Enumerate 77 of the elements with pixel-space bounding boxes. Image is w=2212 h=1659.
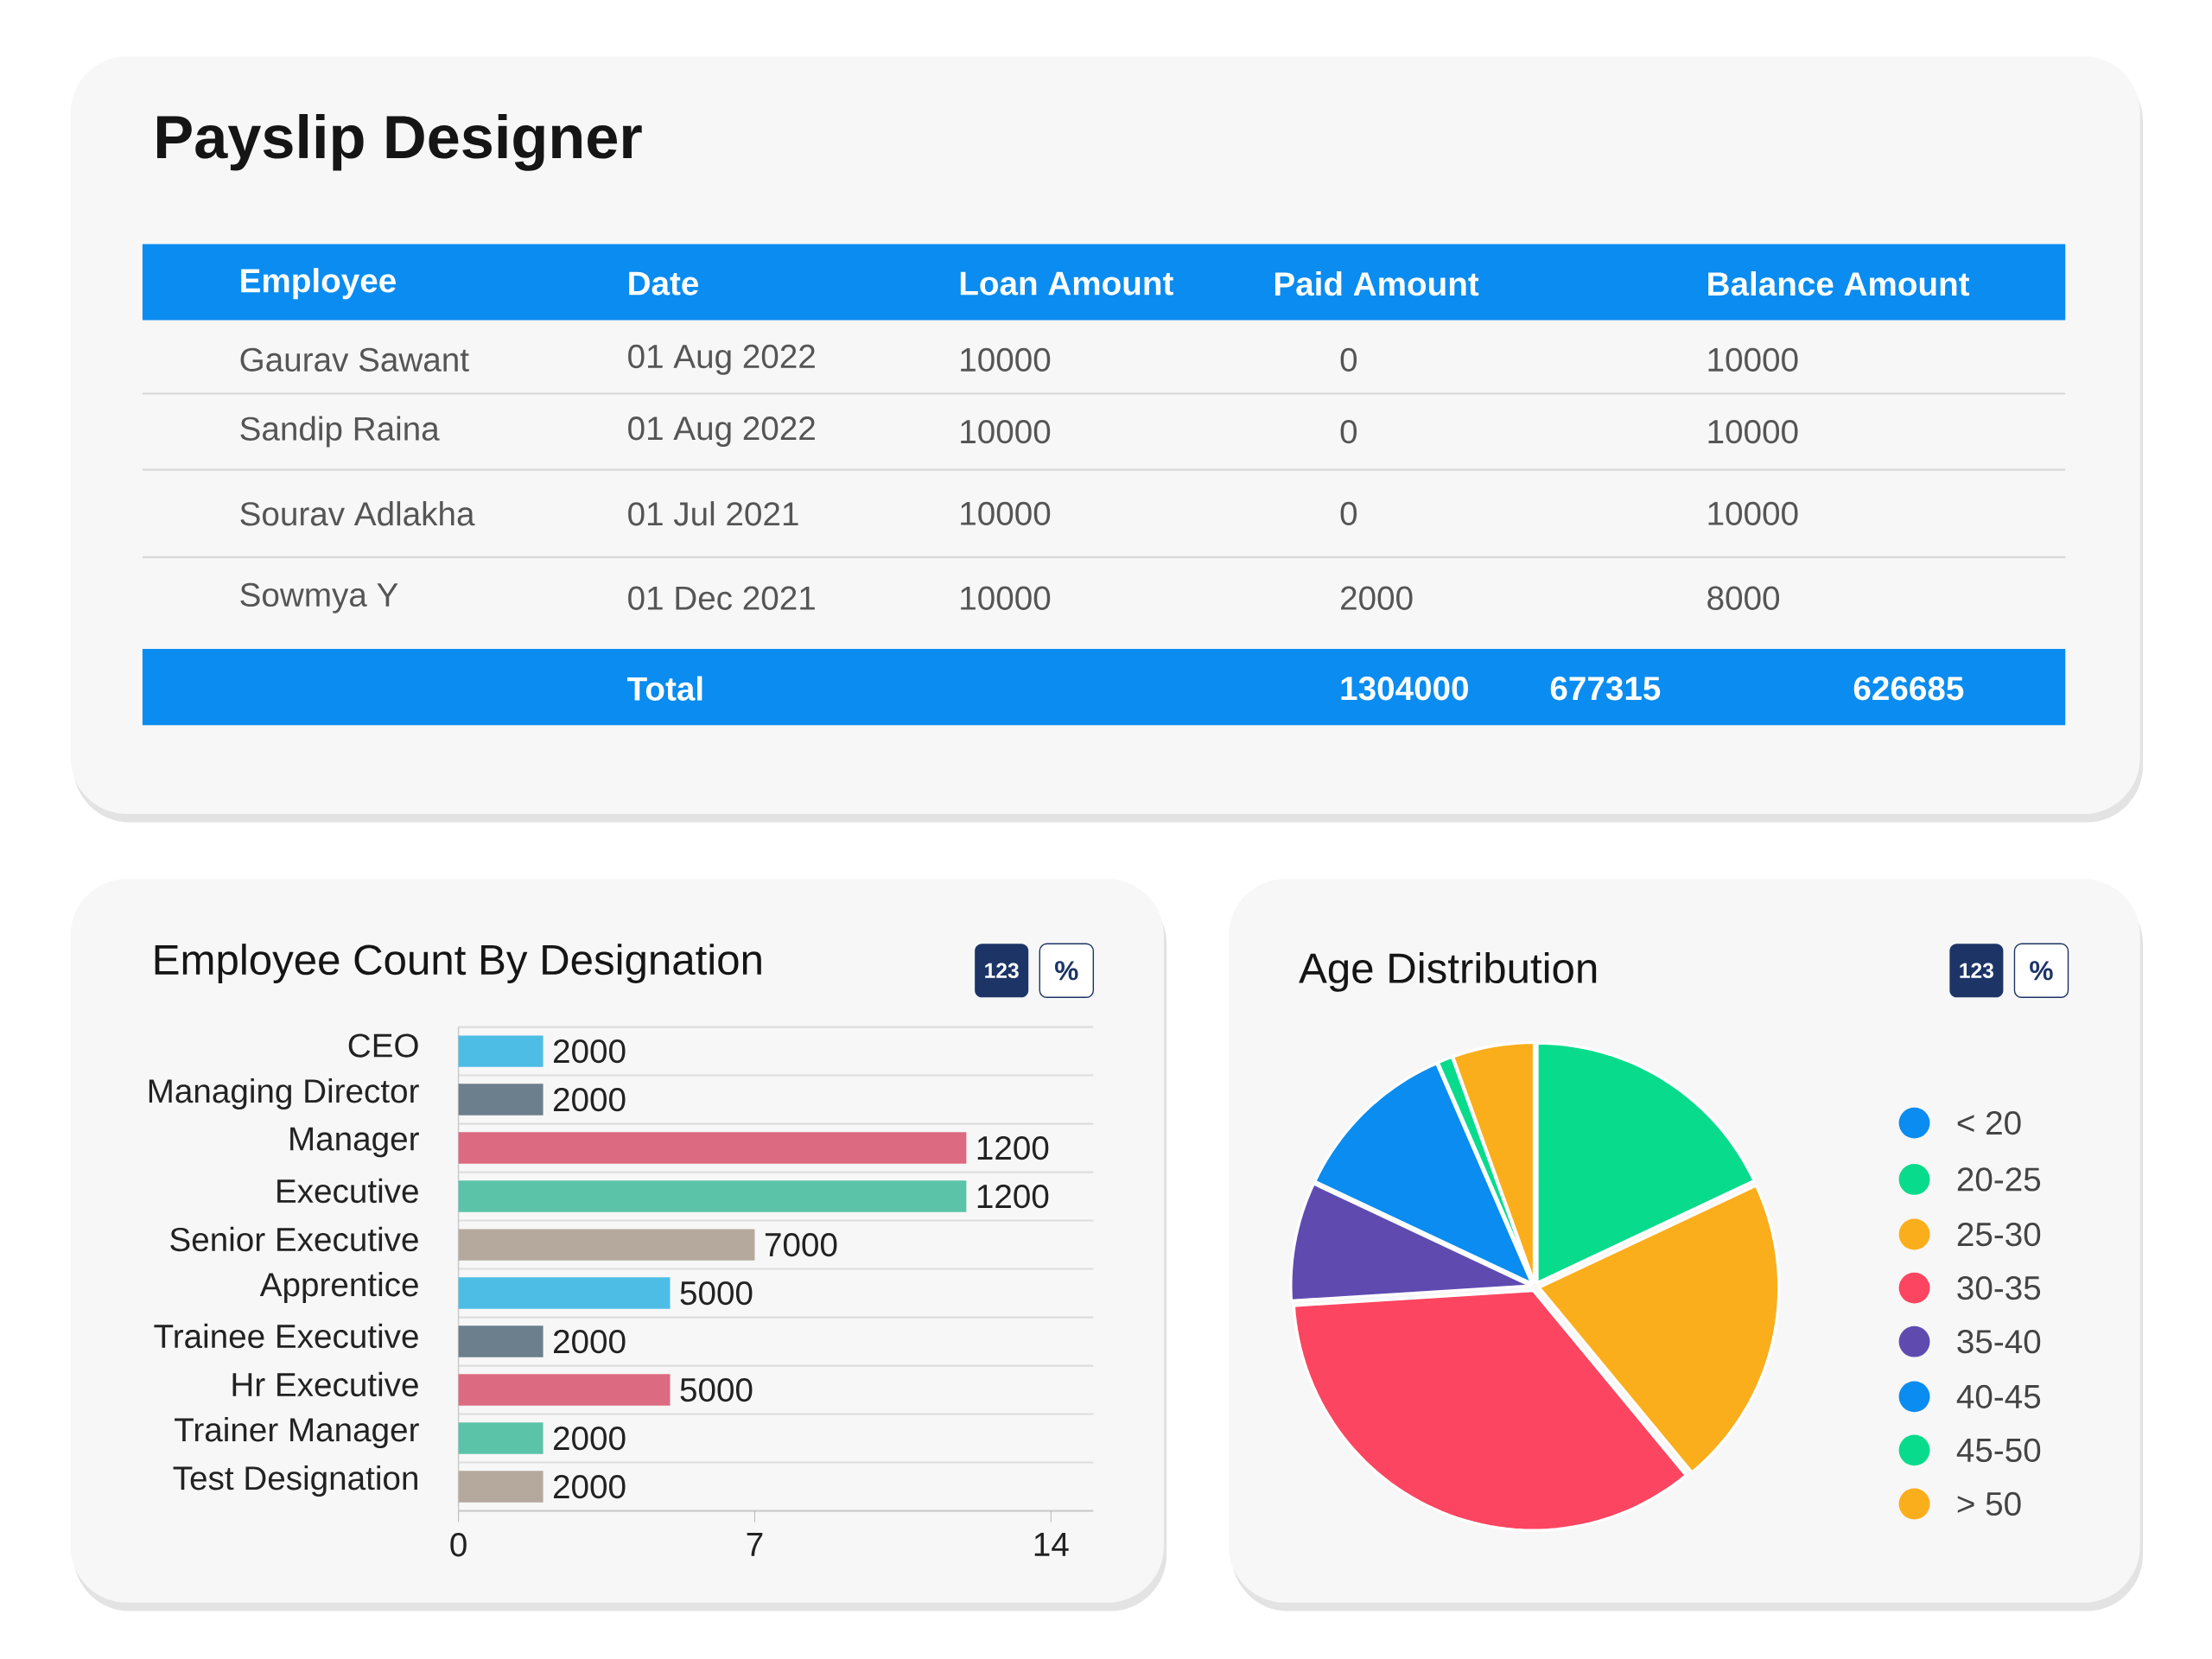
text: 01 Aug 2022: [628, 344, 815, 375]
category-label: Balance Amount: [1708, 270, 1970, 296]
bar: [458, 1374, 671, 1406]
annotation: 1200: [977, 1184, 1049, 1209]
text: 1304000: [1341, 677, 1468, 701]
text: 0: [1340, 347, 1357, 372]
annotation: 5000: [680, 1377, 753, 1402]
text: 123: [1960, 963, 1993, 978]
annotation: 2000: [554, 1474, 626, 1499]
bar: [458, 1132, 967, 1164]
bar: [458, 1180, 967, 1212]
text: Total: [627, 676, 702, 701]
text: Sowmya Y: [240, 582, 398, 613]
text: 01 Dec 2021: [628, 586, 815, 610]
text: 10000: [1708, 347, 1798, 372]
annotation: 2000: [554, 1426, 626, 1451]
legend-label: 20-25: [1957, 1167, 2041, 1192]
text: 10000: [961, 586, 1051, 610]
text: %: [2030, 961, 2053, 981]
chart-title: Employee Count By Designation: [155, 944, 761, 984]
annotation: 5000: [680, 1281, 753, 1306]
annotation: 2000: [554, 1329, 626, 1354]
y-tick-label: Apprentice: [259, 1272, 418, 1304]
annotation: 1200: [977, 1135, 1049, 1160]
legend-label: 25-30: [1957, 1222, 2041, 1247]
y-tick-label: Managing Director: [149, 1078, 419, 1110]
text: 10000: [961, 419, 1051, 444]
annotation: 2000: [554, 1039, 626, 1064]
text: Sandip Raina: [240, 416, 440, 448]
bar: [458, 1422, 543, 1454]
text: 626685: [1853, 677, 1964, 701]
text: 0: [1340, 419, 1357, 444]
text: 0: [1340, 501, 1357, 525]
bar: [458, 1035, 543, 1067]
legend-label: < 20: [1957, 1110, 2021, 1135]
category-label: Paid Amount: [1274, 270, 1479, 296]
chart-title: Age Distribution: [1299, 951, 1597, 992]
text: 01 Aug 2022: [628, 416, 815, 448]
bar: [458, 1471, 543, 1503]
text: 10000: [1708, 501, 1798, 525]
y-tick-label: Test Designation: [173, 1465, 417, 1497]
category-label: Loan Amount: [960, 271, 1173, 296]
bar: [458, 1325, 543, 1357]
y-tick-label: Trainer Manager: [175, 1417, 419, 1449]
text: Sourav Adlakha: [240, 501, 475, 526]
x-tick-label: 7: [747, 1533, 763, 1556]
legend-label: 45-50: [1956, 1438, 2041, 1463]
x-tick-label: 0: [450, 1533, 467, 1557]
legend-label: 30-35: [1957, 1275, 2041, 1300]
text: %: [1055, 961, 1078, 981]
text: 677315: [1550, 677, 1661, 701]
y-tick-label: Senior Executive: [170, 1226, 418, 1252]
y-tick-label: Manager: [290, 1127, 419, 1158]
annotation: 7000: [765, 1232, 837, 1257]
bar: [458, 1084, 543, 1116]
category-label: Date: [629, 271, 699, 296]
category-label: Employee: [241, 268, 396, 300]
y-tick-label: Hr Executive: [232, 1371, 418, 1397]
text: 10000: [1708, 419, 1798, 444]
text: 01 Jul 2021: [628, 501, 798, 526]
bar: [458, 1229, 755, 1261]
y-tick-label: Executive: [277, 1178, 418, 1204]
text: 10000: [961, 347, 1051, 372]
bar: [458, 1277, 671, 1309]
y-tick-label: CEO: [348, 1033, 418, 1058]
text: 2000: [1341, 586, 1413, 610]
y-tick-label: Trainee Executive: [154, 1323, 418, 1349]
x-tick-label: 14: [1034, 1533, 1069, 1556]
legend-label: 40-45: [1956, 1384, 2041, 1409]
annotation: 2000: [554, 1087, 626, 1112]
legend-label: 35-40: [1957, 1330, 2041, 1354]
text: 123: [985, 963, 1019, 978]
text: 8000: [1707, 586, 1780, 610]
text: Gaurav Sawant: [240, 347, 469, 372]
legend-label: > 50: [1957, 1491, 2021, 1516]
text: 10000: [961, 501, 1051, 525]
text: Payslip Designer: [157, 113, 642, 171]
